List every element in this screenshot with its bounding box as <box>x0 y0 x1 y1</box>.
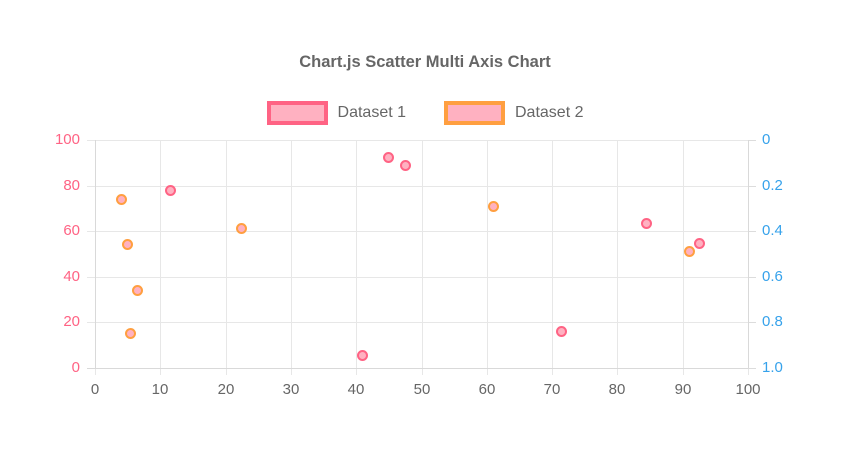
y-gridline <box>87 140 748 141</box>
y-gridline <box>87 277 748 278</box>
y-right-tick-mark <box>748 231 756 232</box>
y-right-tick-label: 0.8 <box>762 313 783 330</box>
y-gridline <box>87 231 748 232</box>
data-point-dataset-2[interactable] <box>125 328 137 340</box>
legend-label-dataset-1: Dataset 1 <box>337 104 406 121</box>
y-right-tick-mark <box>748 322 756 323</box>
x-tick-label: 20 <box>217 381 235 398</box>
y-right-tick-label: 0 <box>762 131 771 148</box>
y-right-tick-mark <box>748 277 756 278</box>
data-point-dataset-1[interactable] <box>357 349 369 361</box>
y-right-tick-mark <box>748 140 756 141</box>
y-left-tick-label: 0 <box>71 359 80 376</box>
x-gridline <box>487 140 488 375</box>
x-tick-label: 60 <box>478 381 496 398</box>
x-tick-label: 30 <box>282 381 300 398</box>
data-point-dataset-1[interactable] <box>399 159 411 171</box>
x-gridline <box>291 140 292 375</box>
data-point-dataset-1[interactable] <box>641 217 653 229</box>
y-gridline <box>87 186 748 187</box>
data-point-dataset-2[interactable] <box>115 193 127 205</box>
legend-label-dataset-2: Dataset 2 <box>515 104 584 121</box>
chart-title: Chart.js Scatter Multi Axis Chart <box>299 53 551 71</box>
y-right-tick-mark <box>748 368 756 369</box>
y-right-axis-border <box>748 140 749 368</box>
x-gridline <box>617 140 618 375</box>
x-gridline <box>226 140 227 375</box>
data-point-dataset-2[interactable] <box>122 239 134 251</box>
y-right-tick-label: 0.4 <box>762 222 783 239</box>
x-gridline <box>356 140 357 375</box>
data-point-dataset-1[interactable] <box>693 238 705 250</box>
legend-swatch-dataset-2 <box>444 101 505 125</box>
x-axis-border <box>87 368 748 369</box>
data-point-dataset-1[interactable] <box>164 184 176 196</box>
data-point-dataset-2[interactable] <box>683 246 695 258</box>
x-gridline <box>422 140 423 375</box>
data-point-dataset-2[interactable] <box>236 223 248 235</box>
y-left-tick-label: 100 <box>54 131 80 148</box>
data-point-dataset-1[interactable] <box>556 326 568 338</box>
x-tick-label: 70 <box>543 381 561 398</box>
x-gridline <box>552 140 553 375</box>
legend-item-dataset-2[interactable]: Dataset 2 <box>444 101 583 125</box>
legend-item-dataset-1[interactable]: Dataset 1 <box>266 101 406 125</box>
x-gridline <box>160 140 161 375</box>
x-tick-label: 50 <box>413 381 431 398</box>
x-tick-label: 90 <box>674 381 692 398</box>
y-right-tick-mark <box>748 186 756 187</box>
x-gridline <box>683 140 684 375</box>
y-left-tick-label: 40 <box>63 268 80 285</box>
data-point-dataset-2[interactable] <box>131 284 143 296</box>
data-point-dataset-2[interactable] <box>487 200 499 212</box>
data-point-dataset-1[interactable] <box>383 151 395 163</box>
legend-swatch-dataset-1 <box>266 101 328 125</box>
chart-legend: Dataset 1 Dataset 2 <box>0 101 850 125</box>
x-tick-label: 100 <box>735 381 761 398</box>
y-left-axis-border <box>95 140 96 368</box>
y-left-tick-label: 20 <box>63 313 80 330</box>
x-tick-label: 40 <box>347 381 365 398</box>
x-tick-label: 80 <box>608 381 626 398</box>
y-left-tick-label: 60 <box>63 222 80 239</box>
y-right-tick-label: 0.6 <box>762 268 783 285</box>
x-tick-label: 0 <box>90 381 100 398</box>
x-tick-label: 10 <box>151 381 169 398</box>
y-right-tick-label: 1.0 <box>762 359 783 376</box>
y-right-tick-label: 0.2 <box>762 177 783 194</box>
y-left-tick-label: 80 <box>63 177 80 194</box>
y-gridline <box>87 322 748 323</box>
